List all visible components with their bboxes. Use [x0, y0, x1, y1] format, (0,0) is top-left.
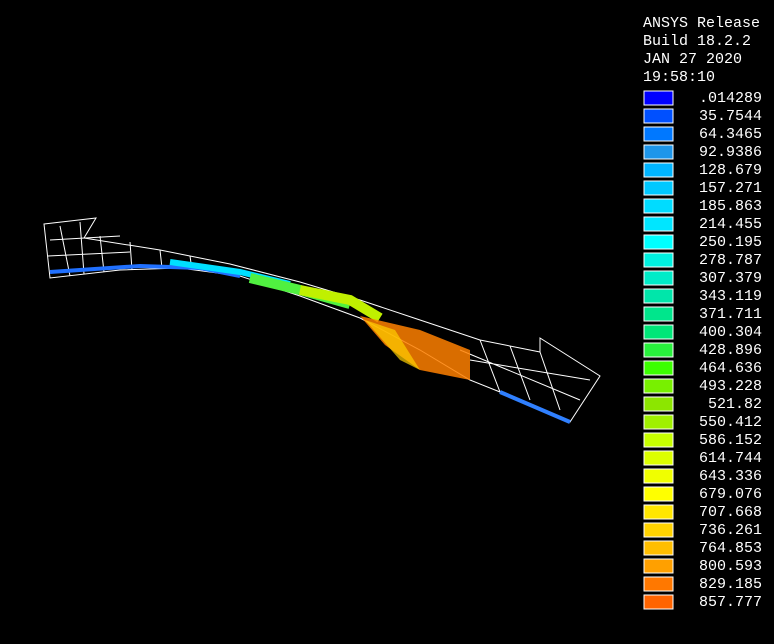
legend-label: 157.271 [699, 180, 762, 197]
legend-swatch [643, 126, 674, 142]
legend-label: 614.744 [699, 450, 762, 467]
legend-label: 35.7544 [699, 108, 762, 125]
legend-label: 764.853 [699, 540, 762, 557]
legend: .01428935.754464.346592.9386128.679157.2… [643, 90, 762, 611]
legend-label: 586.152 [699, 432, 762, 449]
header-line: Build 18.2.2 [643, 33, 751, 50]
header-line: ANSYS Release [643, 15, 760, 32]
legend-label: 250.195 [699, 234, 762, 251]
legend-label: 800.593 [699, 558, 762, 575]
legend-swatch [643, 450, 674, 466]
legend-swatch [643, 216, 674, 232]
legend-swatch [643, 198, 674, 214]
legend-label: 679.076 [699, 486, 762, 503]
legend-swatch [643, 432, 674, 448]
legend-label: 493.228 [699, 378, 762, 395]
legend-label: 128.679 [699, 162, 762, 179]
legend-label: 829.185 [699, 576, 762, 593]
legend-swatch [643, 414, 674, 430]
mesh-hotspot [365, 320, 420, 370]
legend-label: .014289 [699, 90, 762, 107]
legend-swatch [643, 180, 674, 196]
legend-label: 343.119 [699, 288, 762, 305]
legend-label: 278.787 [699, 252, 762, 269]
legend-swatch [643, 342, 674, 358]
legend-label: 371.711 [699, 306, 762, 323]
legend-swatch [643, 324, 674, 340]
legend-swatch [643, 522, 674, 538]
legend-swatch [643, 306, 674, 322]
legend-swatch [643, 396, 674, 412]
legend-label: 400.304 [699, 324, 762, 341]
legend-swatch [643, 108, 674, 124]
legend-swatch [643, 270, 674, 286]
legend-label: 64.3465 [699, 126, 762, 143]
legend-label: 736.261 [699, 522, 762, 539]
legend-swatch [643, 576, 674, 592]
legend-swatch [643, 594, 674, 610]
legend-swatch [643, 162, 674, 178]
legend-swatch [643, 378, 674, 394]
legend-swatch [643, 234, 674, 250]
legend-label: 428.896 [699, 342, 762, 359]
legend-swatch [643, 504, 674, 520]
legend-swatch [643, 252, 674, 268]
legend-label: 857.777 [699, 594, 762, 611]
legend-label: 92.9386 [699, 144, 762, 161]
header-line: 19:58:10 [643, 69, 715, 86]
legend-swatch [643, 486, 674, 502]
mesh [43, 217, 601, 424]
legend-swatch [643, 360, 674, 376]
legend-swatch [643, 558, 674, 574]
legend-label: 521.82 [708, 396, 762, 413]
mesh-band [299, 285, 383, 323]
legend-label: 214.455 [699, 216, 762, 233]
legend-swatch [643, 468, 674, 484]
legend-swatch [643, 540, 674, 556]
legend-label: 185.863 [699, 198, 762, 215]
header-line: JAN 27 2020 [643, 51, 742, 68]
legend-label: 643.336 [699, 468, 762, 485]
mesh-band [499, 390, 571, 424]
legend-label: 707.668 [699, 504, 762, 521]
legend-label: 550.412 [699, 414, 762, 431]
legend-swatch [643, 288, 674, 304]
legend-swatch [643, 144, 674, 160]
legend-swatch [643, 90, 674, 106]
legend-label: 307.379 [699, 270, 762, 287]
legend-label: 464.636 [699, 360, 762, 377]
